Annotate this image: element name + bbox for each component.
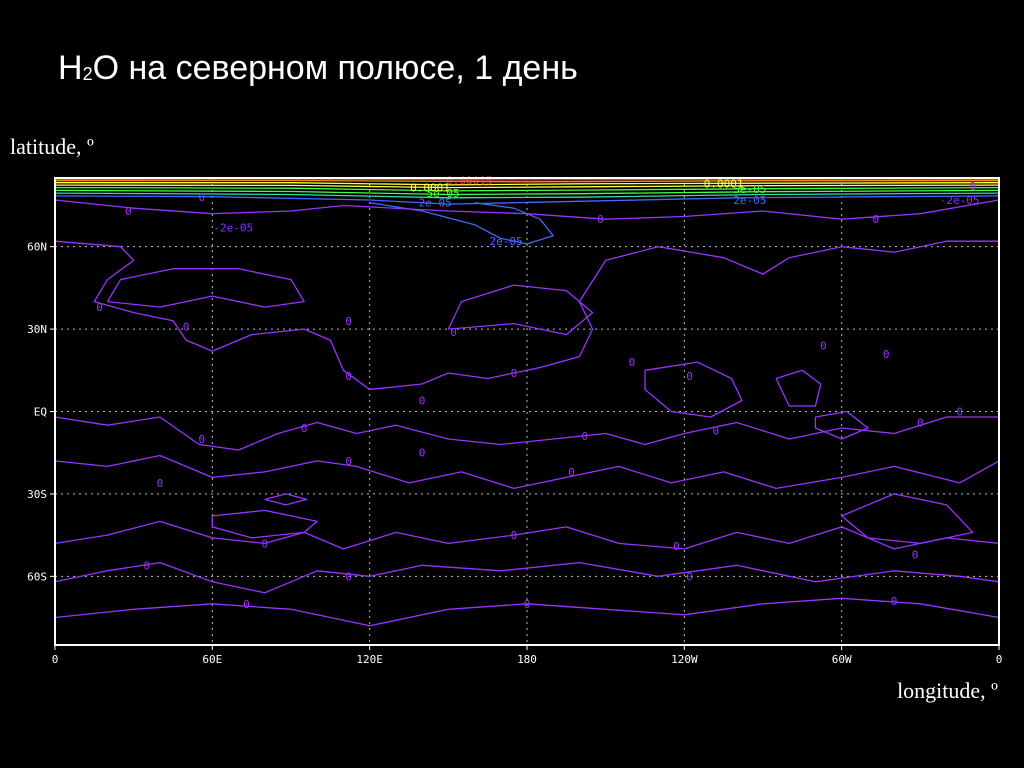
contour-label: -2e-05 <box>213 221 253 234</box>
x-axis-label: longitude, º <box>897 678 998 703</box>
contour-label: 0 <box>673 540 680 553</box>
contour-line <box>54 561 1000 594</box>
contour-label: 0 <box>629 356 636 369</box>
contour-line <box>54 597 1000 627</box>
contour-line <box>841 493 974 545</box>
contour-label: 0 <box>597 213 604 226</box>
contour-line <box>644 361 743 418</box>
contour-label: 0 <box>199 433 206 446</box>
contour-label: 0 <box>568 466 575 479</box>
contour-label: 0 <box>712 425 719 438</box>
contour-line <box>54 240 999 391</box>
x-tick-label: 0 <box>52 653 59 666</box>
contour-label: 0.0001 <box>704 177 744 190</box>
contour-label: 0 <box>450 326 457 339</box>
contour-label: 0 <box>872 213 879 226</box>
contour-lines <box>54 178 1000 627</box>
contour-line <box>54 195 1000 205</box>
y-axis-label: latitude, º <box>10 134 94 159</box>
contour-line <box>264 493 308 506</box>
contour-label: 0 <box>261 537 268 550</box>
contour-label: 0 <box>419 447 426 460</box>
contour-label: 0 <box>183 320 190 333</box>
contour-line <box>54 189 1000 196</box>
contour-label: 0.00015 <box>446 175 492 188</box>
x-tick-label: 0 <box>996 653 1003 666</box>
contour-label: 0 <box>419 395 426 408</box>
contour-line <box>54 184 1000 189</box>
y-tick-label: 60S <box>27 570 47 583</box>
contour-label: 0 <box>581 430 588 443</box>
contour-line <box>54 178 1000 181</box>
contour-label: 0 <box>511 529 518 542</box>
contour-label: 5e-05 <box>427 187 460 200</box>
contour-label: -2e-05 <box>940 194 980 207</box>
contour-label: 0 <box>511 367 518 380</box>
contour-label: 0 <box>125 205 132 218</box>
contour-label: 0 <box>345 370 352 383</box>
contour-line <box>369 202 554 245</box>
contour-label: 2e-05 <box>419 197 452 210</box>
contour-line <box>54 520 1000 550</box>
contour-line <box>211 509 318 539</box>
contour-line <box>775 369 822 407</box>
contour-labels: 0.000150.00015e-052e-052e-050.00015e-052… <box>96 175 979 611</box>
x-ticks: 0 60E 120E 180 120W 60W 0 <box>52 645 1003 666</box>
contour-label: 0.0001 <box>410 182 450 195</box>
contour-line <box>54 416 999 451</box>
contour-label: 0 <box>883 348 890 361</box>
y-tick-label: 30S <box>27 488 47 501</box>
contour-line <box>54 179 999 183</box>
contour-label: 0 <box>301 422 308 435</box>
contour-label: 0 <box>199 191 206 204</box>
x-tick-label: 180 <box>517 653 537 666</box>
contour-label: 0 <box>891 595 898 608</box>
title-rest: O на северном полюсе, 1 день <box>92 49 578 87</box>
contour-label: 0 <box>157 477 164 490</box>
contour-label: 5e-05 <box>733 183 766 196</box>
contour-line <box>814 410 869 440</box>
contour-label: 0 <box>917 416 924 429</box>
title-subscript: 2 <box>82 64 93 84</box>
y-tick-label: 30N <box>27 323 47 336</box>
contour-label: 2e-05 <box>489 235 522 248</box>
contour-line <box>447 284 594 336</box>
contour-label: 0 <box>243 598 250 611</box>
y-tick-label: EQ <box>34 406 47 419</box>
contour-line <box>54 186 1000 192</box>
contour-line <box>54 192 1000 199</box>
contour-label: 0 <box>686 370 693 383</box>
contour-label: 0 <box>820 340 827 353</box>
contour-label: 0 <box>345 315 352 328</box>
contour-label: 0 <box>345 455 352 468</box>
contour-label: 0 <box>143 559 150 572</box>
y-ticks: 60N 30N EQ 30S 60S <box>27 241 55 583</box>
y-tick-label: 60N <box>27 241 47 254</box>
contour-label: 0 <box>956 406 963 419</box>
title-main: H <box>58 49 83 87</box>
contour-line <box>54 454 1000 490</box>
contour-label: 0 <box>345 570 352 583</box>
contour-line <box>55 182 1000 186</box>
page-title: H2O на северном полюсе, 1 день <box>58 44 578 97</box>
x-tick-label: 120W <box>671 653 698 666</box>
contour-label: 0 <box>96 301 103 314</box>
contour-label: 0 <box>686 570 693 583</box>
x-tick-label: 60E <box>202 653 222 666</box>
contour-label: 0 <box>912 548 919 561</box>
contour-line <box>106 268 305 308</box>
x-tick-label: 60W <box>832 653 852 666</box>
contour-label: 0 <box>524 598 531 611</box>
contour-label: 0 <box>969 180 976 193</box>
contour-line <box>54 199 1000 220</box>
x-tick-label: 120E <box>356 653 383 666</box>
contour-label: 2e-05 <box>733 194 766 207</box>
